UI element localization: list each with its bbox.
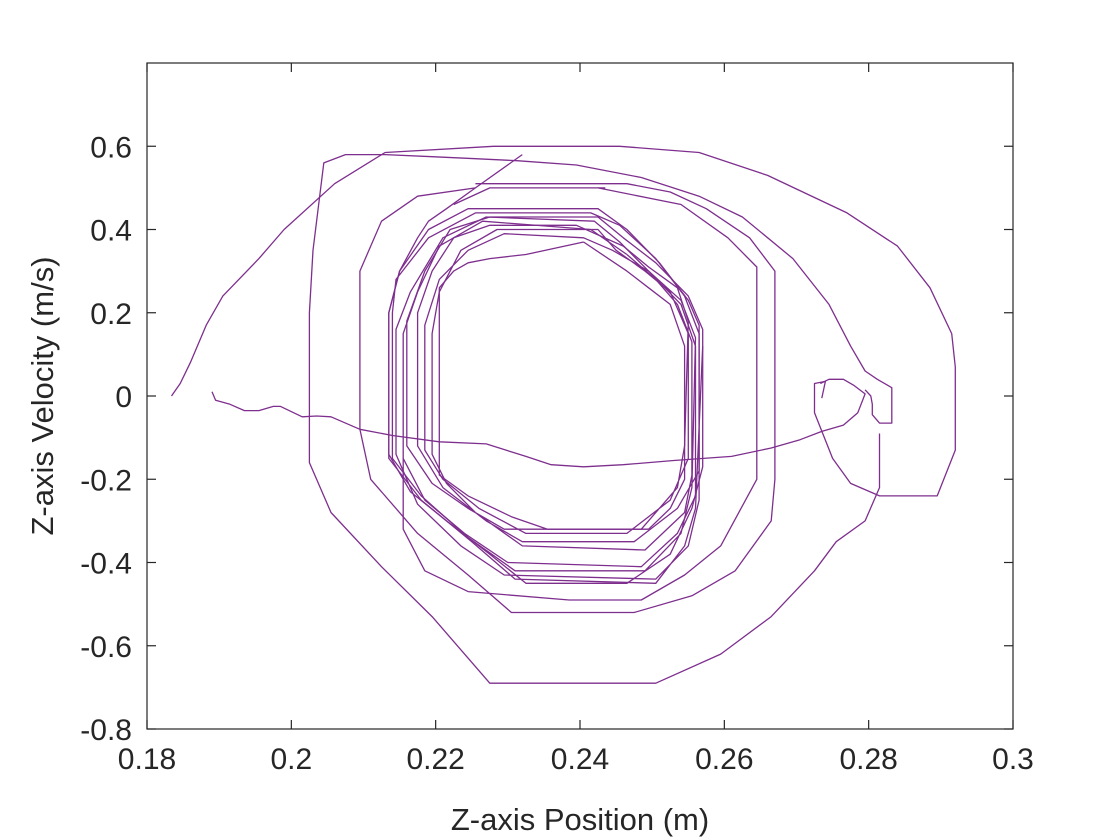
trajectory-segment-3 (308, 153, 893, 684)
x-tick-label: 0.18 (118, 743, 176, 776)
y-tick-label: -0.6 (80, 631, 132, 664)
y-tick-label: 0.4 (90, 215, 132, 248)
trajectory-segment-9 (359, 183, 776, 614)
trajectory-segment-5 (388, 208, 704, 584)
trajectory-segment-1 (170, 145, 956, 497)
y-tick-label: -0.8 (80, 714, 132, 747)
y-axis-title: Z-axis Velocity (m/s) (25, 256, 60, 535)
trajectory-segment-7 (402, 187, 758, 601)
x-axis-title: Z-axis Position (m) (451, 802, 709, 837)
series-layer (170, 145, 956, 684)
x-tick-label: 0.28 (839, 743, 897, 776)
x-tick-label: 0.2 (270, 743, 312, 776)
y-tick-label: -0.2 (80, 464, 132, 497)
y-tick-label: 0.2 (90, 298, 132, 331)
x-tick-label: 0.3 (992, 743, 1034, 776)
x-tick-label: 0.24 (551, 743, 609, 776)
trajectory-segment-8 (453, 187, 606, 206)
x-tick-label: 0.22 (406, 743, 464, 776)
y-ticks: -0.8 -0.6 -0.4 -0.2 0 0.2 0.4 0.6 (80, 131, 1013, 747)
x-ticks: 0.18 0.2 0.22 0.24 0.26 0.28 0.3 (118, 63, 1034, 776)
y-tick-label: -0.4 (80, 548, 132, 581)
plot-area (147, 63, 1013, 729)
x-tick-label: 0.26 (695, 743, 753, 776)
trajectory-segment-2 (211, 378, 866, 468)
trajectory-segment-6 (438, 241, 686, 530)
y-tick-label: 0 (115, 381, 132, 414)
y-tick-label: 0.6 (90, 131, 132, 164)
